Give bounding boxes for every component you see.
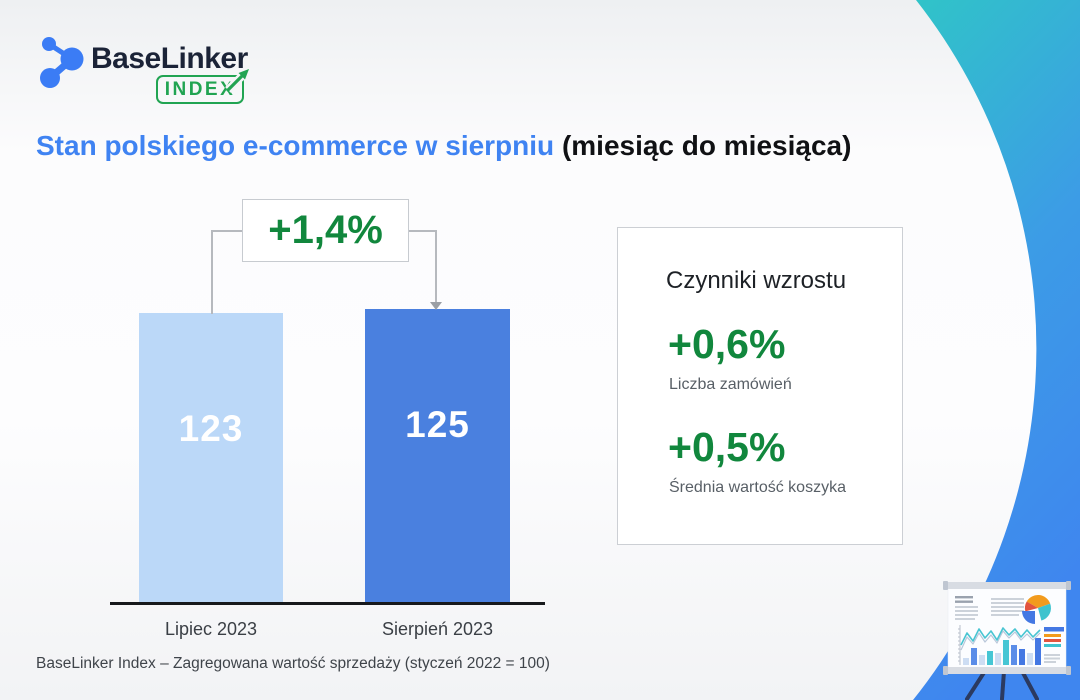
- connector-line: [211, 230, 243, 232]
- index-badge: INDEX: [156, 75, 244, 104]
- growth-panel-title: Czynniki wzrostu: [666, 267, 847, 294]
- baselinker-logo-icon: [40, 37, 84, 88]
- connector-line: [408, 230, 437, 232]
- page-title-suffix: (miesiąc do miesiąca): [561, 130, 852, 161]
- bar-value-august: 125: [405, 404, 470, 445]
- presentation-flipchart-icon: [943, 581, 1071, 700]
- x-axis-label-august: Sierpień 2023: [381, 619, 494, 639]
- bar-july-2023: 123: [139, 313, 283, 604]
- arrow-down-icon: [430, 302, 442, 310]
- orders-growth-label: Liczba zamówień: [669, 376, 792, 393]
- month-change-callout: +1,4%: [242, 199, 409, 262]
- growth-arrow-icon: [225, 69, 249, 93]
- growth-factors-panel: Czynniki wzrostu +0,6% Liczba zamówień +…: [617, 227, 903, 545]
- connector-line: [435, 230, 437, 303]
- page-title: Stan polskiego e-commerce w sierpniu (mi…: [36, 130, 851, 162]
- basket-growth-label: Średnia wartość koszyka: [669, 479, 846, 496]
- bar-august-2023: 125: [365, 309, 510, 604]
- page-title-main: Stan polskiego e-commerce w sierpniu: [36, 130, 555, 161]
- x-axis-label-july: Lipiec 2023: [164, 619, 258, 639]
- connector-line: [211, 230, 213, 314]
- x-axis-line: [110, 602, 545, 605]
- index-definition-note: BaseLinker Index – Zagregowana wartość s…: [36, 655, 550, 672]
- bar-value-july: 123: [178, 408, 244, 449]
- logo-wordmark: BaseLinker: [91, 42, 248, 75]
- orders-growth-value: +0,6%: [668, 321, 786, 367]
- basket-growth-value: +0,5%: [668, 424, 786, 470]
